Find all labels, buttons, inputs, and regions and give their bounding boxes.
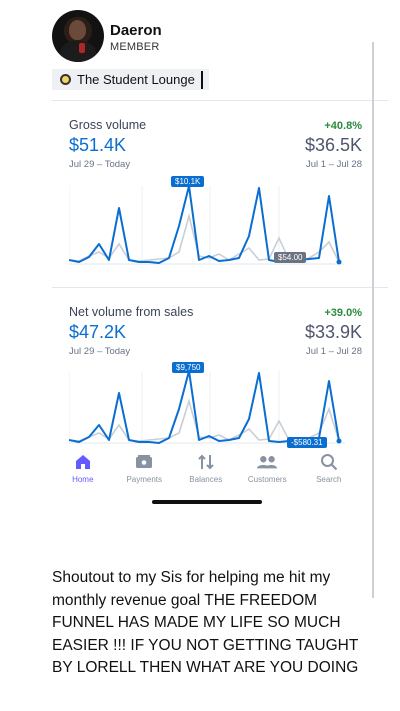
gross-current-value: $51.4K <box>69 135 127 155</box>
user-name[interactable]: Daeron <box>110 22 162 39</box>
user-role: MEMBER <box>110 41 160 53</box>
net-current-range: Jul 29 – Today <box>69 346 131 357</box>
divider <box>52 100 388 101</box>
net-current-value: $47.2K <box>69 322 127 342</box>
customers-icon <box>256 453 278 471</box>
net-growth: +39.0% <box>324 307 362 319</box>
net-peak-pill-text: $9,750 <box>176 363 201 372</box>
home-icon <box>72 453 94 471</box>
gross-previous-value: $36.5K <box>304 135 362 155</box>
net-end-pill: -$580.31 <box>287 437 327 448</box>
net-title: Net volume from sales <box>69 305 194 319</box>
net-peak-pill: $9,750 <box>172 362 205 373</box>
scrollbar[interactable] <box>372 42 374 598</box>
net-volume-card[interactable]: Net volume from sales +39.0% $47.2K $33.… <box>52 287 388 447</box>
balances-icon <box>195 453 217 471</box>
net-current-line <box>69 370 340 444</box>
community-label: The Student Lounge <box>77 72 195 87</box>
tab-balances-label: Balances <box>189 475 223 484</box>
divider <box>52 287 388 288</box>
gross-peak-pill: $10.1K <box>171 176 205 187</box>
community-icon <box>60 74 71 85</box>
community-tag[interactable]: The Student Lounge <box>52 69 209 90</box>
tab-payments-label: Payments <box>126 475 163 484</box>
tab-search[interactable]: Search <box>298 448 360 488</box>
tab-payments[interactable]: Payments <box>114 448 176 488</box>
tab-home-label: Home <box>72 475 94 484</box>
net-volume-chart <box>69 370 345 444</box>
tab-search-label: Search <box>316 475 342 484</box>
gross-end-pill-text: $54.00 <box>278 253 303 262</box>
avatar[interactable] <box>52 10 104 62</box>
tab-balances[interactable]: Balances <box>175 448 237 488</box>
post-caption: Shoutout to my Sis for helping me hit my… <box>52 569 359 676</box>
gross-end-pill: $54.00 <box>274 252 307 263</box>
tab-customers[interactable]: Customers <box>237 448 299 488</box>
gross-current-range: Jul 29 – Today <box>69 159 131 170</box>
net-end-pill-text: -$580.31 <box>291 438 323 447</box>
tab-bar: Home Payments Balances Customers Search <box>52 448 388 488</box>
gross-previous-range: Jul 1 – Jul 28 <box>306 159 362 170</box>
gross-volume-card[interactable]: Gross volume +40.8% $51.4K $36.5K Jul 29… <box>52 100 388 287</box>
gross-title: Gross volume <box>69 118 147 132</box>
gross-growth: +40.8% <box>324 120 362 132</box>
text-cursor <box>200 70 203 89</box>
search-icon <box>318 453 340 471</box>
net-previous-value: $33.9K <box>304 322 362 342</box>
home-indicator <box>152 500 262 504</box>
tab-home[interactable]: Home <box>52 448 114 488</box>
payments-icon <box>133 453 155 471</box>
net-previous-range: Jul 1 – Jul 28 <box>306 346 362 357</box>
gross-peak-pill-text: $10.1K <box>175 177 201 186</box>
tab-customers-label: Customers <box>247 475 287 484</box>
